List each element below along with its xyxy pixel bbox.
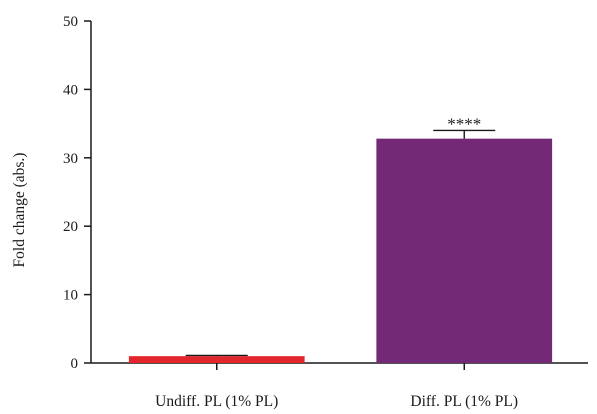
y-tick-label: 30 [63,151,78,167]
y-tick-label: 50 [63,14,78,30]
bars [128,129,553,363]
bar-diff-pl [376,138,553,363]
annotations: **** [447,114,481,133]
y-tick-label: 20 [63,219,78,235]
bar-undiff-pl [128,356,305,363]
x-tick-label: Undiff. PL (1% PL) [155,393,278,410]
y-axis: 0 10 20 30 40 50 [63,14,92,372]
y-tick-label: 40 [63,82,78,98]
significance-label: **** [447,114,481,133]
x-tick-label: Diff. PL (1% PL) [410,393,518,410]
x-axis: Undiff. PL (1% PL) Diff. PL (1% PL) [91,362,588,410]
y-axis-title: Fold change (abs.) [11,153,28,268]
y-tick-label: 10 [63,288,78,304]
y-tick-label: 0 [71,356,79,372]
